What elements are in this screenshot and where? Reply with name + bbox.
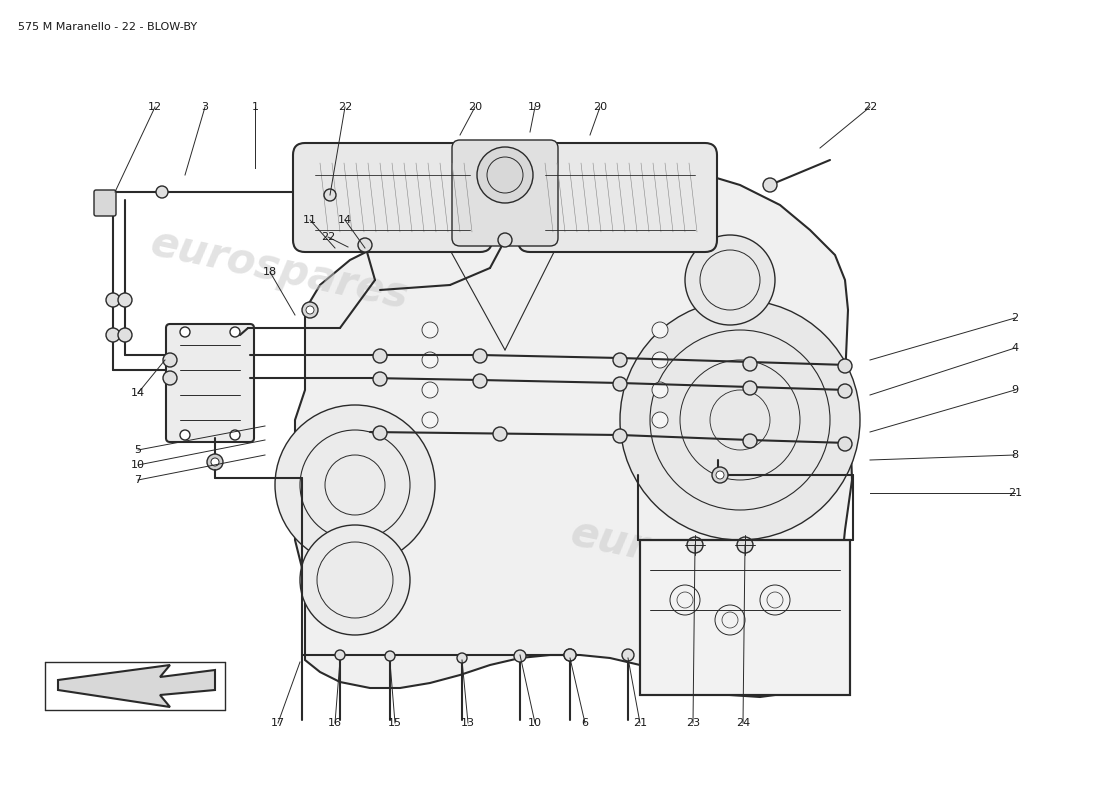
Text: 10: 10 [131, 460, 145, 470]
Circle shape [652, 382, 668, 398]
Circle shape [685, 235, 775, 325]
Text: 12: 12 [147, 102, 162, 112]
Circle shape [838, 437, 853, 451]
Circle shape [613, 429, 627, 443]
Circle shape [742, 381, 757, 395]
Text: 21: 21 [632, 718, 647, 728]
Circle shape [688, 537, 703, 553]
Text: 13: 13 [461, 718, 475, 728]
Circle shape [306, 306, 313, 314]
Circle shape [373, 372, 387, 386]
Circle shape [564, 649, 576, 661]
Text: 19: 19 [528, 102, 542, 112]
Circle shape [373, 426, 387, 440]
Bar [640, 540, 850, 695]
Circle shape [620, 300, 860, 540]
Text: 23: 23 [686, 718, 700, 728]
Circle shape [473, 349, 487, 363]
Circle shape [336, 650, 345, 660]
FancyBboxPatch shape [293, 143, 492, 252]
Text: 5: 5 [134, 445, 142, 455]
Circle shape [324, 189, 336, 201]
Circle shape [737, 537, 754, 553]
Text: 1: 1 [252, 102, 258, 112]
Text: 15: 15 [388, 718, 401, 728]
FancyBboxPatch shape [518, 143, 717, 252]
Circle shape [473, 374, 487, 388]
Circle shape [652, 352, 668, 368]
FancyBboxPatch shape [166, 324, 254, 442]
Text: 2: 2 [1011, 313, 1019, 323]
Circle shape [564, 649, 576, 661]
Circle shape [163, 353, 177, 367]
Circle shape [652, 412, 668, 428]
Circle shape [456, 653, 468, 663]
Circle shape [652, 322, 668, 338]
Circle shape [300, 525, 410, 635]
Circle shape [211, 458, 219, 466]
Text: 17: 17 [271, 718, 285, 728]
Circle shape [230, 430, 240, 440]
Circle shape [477, 147, 534, 203]
Text: 20: 20 [468, 102, 482, 112]
Circle shape [763, 178, 777, 192]
Text: eurospares: eurospares [147, 222, 414, 318]
Circle shape [712, 467, 728, 483]
Circle shape [207, 454, 223, 470]
Text: 7: 7 [134, 475, 142, 485]
Text: 10: 10 [528, 718, 542, 728]
Text: 16: 16 [328, 718, 342, 728]
Circle shape [422, 352, 438, 368]
Circle shape [493, 427, 507, 441]
Text: 24: 24 [736, 718, 750, 728]
Circle shape [106, 328, 120, 342]
Text: 22: 22 [338, 102, 352, 112]
Circle shape [163, 371, 177, 385]
Text: 8: 8 [1011, 450, 1019, 460]
Text: 14: 14 [338, 215, 352, 225]
Circle shape [838, 384, 853, 398]
FancyBboxPatch shape [94, 190, 115, 216]
Circle shape [180, 430, 190, 440]
Circle shape [716, 471, 724, 479]
Text: 4: 4 [1011, 343, 1019, 353]
Text: 18: 18 [263, 267, 277, 277]
Circle shape [838, 359, 853, 373]
Text: 3: 3 [201, 102, 209, 112]
Circle shape [613, 353, 627, 367]
Text: 22: 22 [862, 102, 877, 112]
Text: 11: 11 [302, 215, 317, 225]
Text: 21: 21 [1008, 488, 1022, 498]
Circle shape [302, 302, 318, 318]
Circle shape [385, 651, 395, 661]
Circle shape [106, 293, 120, 307]
Text: 20: 20 [593, 102, 607, 112]
Circle shape [621, 649, 634, 661]
Polygon shape [58, 665, 214, 707]
Polygon shape [295, 163, 852, 697]
Circle shape [613, 377, 627, 391]
Circle shape [422, 412, 438, 428]
Circle shape [422, 322, 438, 338]
Text: eurospares: eurospares [566, 512, 833, 608]
Circle shape [373, 349, 387, 363]
Circle shape [742, 357, 757, 371]
Circle shape [156, 186, 168, 198]
Circle shape [514, 650, 526, 662]
Text: 6: 6 [582, 718, 588, 728]
Text: 14: 14 [131, 388, 145, 398]
FancyBboxPatch shape [452, 140, 558, 246]
Circle shape [118, 293, 132, 307]
Circle shape [422, 382, 438, 398]
Text: 22: 22 [321, 232, 336, 242]
Text: 575 M Maranello - 22 - BLOW-BY: 575 M Maranello - 22 - BLOW-BY [18, 22, 197, 32]
Circle shape [742, 434, 757, 448]
Text: 9: 9 [1011, 385, 1019, 395]
Circle shape [180, 327, 190, 337]
Circle shape [118, 328, 132, 342]
Circle shape [498, 233, 512, 247]
Circle shape [275, 405, 434, 565]
Circle shape [230, 327, 240, 337]
Circle shape [358, 238, 372, 252]
